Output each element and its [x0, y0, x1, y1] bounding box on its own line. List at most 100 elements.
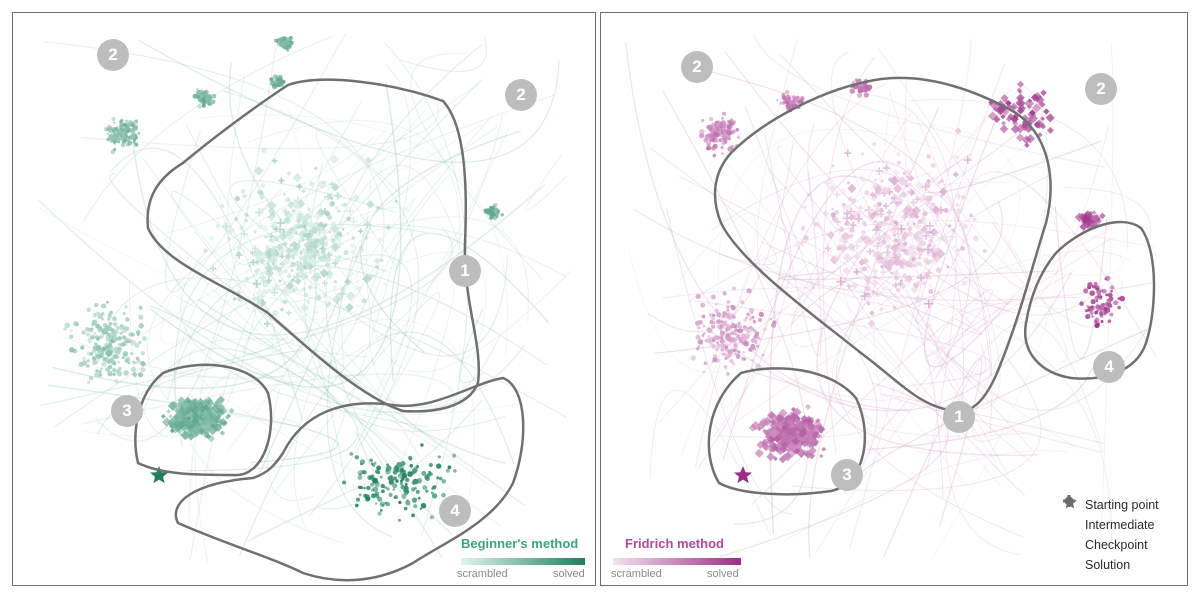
- checkpoint-point: [839, 187, 847, 195]
- trajectory-line: [525, 152, 568, 211]
- intermediate-point: [919, 198, 924, 203]
- checkpoint-point: [902, 206, 912, 216]
- trajectory-line: [399, 36, 487, 72]
- intermediate-point: [400, 468, 404, 472]
- intermediate-point: [135, 356, 140, 361]
- intermediate-point: [281, 40, 288, 46]
- intermediate-point: [272, 309, 279, 316]
- intermediate-point: [721, 352, 725, 356]
- intermediate-point: [322, 235, 328, 241]
- intermediate-point: [405, 477, 410, 483]
- intermediate-point: [125, 317, 130, 322]
- trajectory-line: [930, 302, 1106, 449]
- intermediate-point: [711, 343, 717, 349]
- checkpoint-point: [219, 430, 226, 436]
- intermediate-point: [883, 216, 889, 222]
- intermediate-point: [113, 121, 116, 124]
- intermediate-point: [415, 465, 419, 469]
- intermediate-point: [199, 93, 204, 99]
- checkpoint-point: [255, 267, 262, 273]
- intermediate-point: [1105, 293, 1109, 297]
- intermediate-point: [358, 485, 362, 489]
- intermediate-point: [905, 175, 909, 178]
- intermediate-point: [873, 275, 877, 279]
- checkpoint-point: [864, 276, 870, 283]
- intermediate-point: [754, 331, 760, 336]
- intermediate-point: [904, 279, 908, 283]
- intermediate-point: [290, 261, 296, 268]
- region-1-badge: 1: [943, 401, 975, 433]
- solution-point: [150, 466, 168, 483]
- intermediate-point: [745, 316, 748, 320]
- intermediate-point: [314, 249, 320, 254]
- trajectory-line: [360, 130, 521, 353]
- intermediate-point: [329, 201, 335, 207]
- region-3-badge: 3: [111, 395, 143, 427]
- intermediate-point: [380, 258, 384, 262]
- intermediate-point: [872, 183, 878, 189]
- intermediate-point: [750, 326, 754, 331]
- checkpoint-point: [867, 319, 876, 328]
- checkpoint-point: [196, 405, 204, 413]
- intermediate-point: [124, 305, 128, 309]
- intermediate-point: [329, 274, 334, 279]
- intermediate-point: [1106, 299, 1109, 302]
- checkpoint-point: [885, 243, 892, 250]
- intermediate-point: [707, 327, 713, 334]
- intermediate-point: [328, 301, 331, 305]
- trajectory-line: [81, 110, 312, 437]
- checkpoint-point: [329, 154, 339, 164]
- intermediate-point: [244, 212, 249, 218]
- intermediate-point: [740, 300, 745, 305]
- checkpoint-point: [385, 224, 391, 231]
- checkpoint-point: [227, 226, 235, 235]
- intermediate-point: [100, 350, 103, 354]
- trajectory-line: [625, 42, 910, 412]
- intermediate-point: [864, 190, 870, 196]
- intermediate-point: [717, 138, 721, 142]
- intermediate-point: [856, 237, 863, 243]
- checkpoint-point: [770, 427, 780, 438]
- intermediate-point: [893, 238, 898, 243]
- region-2-badge-b: 2: [505, 79, 537, 111]
- intermediate-point: [111, 117, 116, 121]
- checkpoint-point: [1001, 120, 1007, 126]
- intermediate-point: [113, 335, 117, 339]
- intermediate-point: [203, 248, 208, 253]
- intermediate-point: [732, 286, 737, 291]
- intermediate-point: [747, 312, 750, 316]
- intermediate-point: [82, 356, 86, 361]
- checkpoint-point: [1024, 142, 1030, 148]
- intermediate-point: [317, 253, 321, 257]
- intermediate-point: [280, 307, 284, 312]
- checkpoint-point: [168, 414, 173, 419]
- intermediate-point: [299, 255, 305, 261]
- checkpoint-point: [345, 291, 356, 301]
- checkpoint-point: [881, 186, 891, 196]
- intermediate-point: [120, 118, 124, 123]
- intermediate-point: [357, 475, 363, 480]
- intermediate-point: [403, 485, 409, 491]
- intermediate-point: [127, 135, 131, 140]
- intermediate-point: [385, 469, 389, 472]
- intermediate-point: [114, 354, 119, 360]
- intermediate-point: [701, 118, 705, 123]
- intermediate-point: [91, 356, 97, 361]
- trajectory-line: [647, 142, 794, 333]
- intermediate-point: [294, 231, 298, 235]
- intermediate-point: [411, 497, 418, 503]
- trajectory-line: [194, 372, 446, 563]
- trajectory-line: [272, 292, 441, 496]
- trajectory-line: [791, 276, 944, 498]
- intermediate-point: [703, 332, 706, 335]
- trajectory-line: [710, 169, 964, 428]
- trajectory-line: [880, 393, 1104, 453]
- checkpoint-point: [285, 247, 294, 255]
- intermediate-point: [969, 213, 973, 217]
- intermediate-point: [716, 341, 719, 344]
- intermediate-point: [485, 208, 492, 214]
- intermediate-point: [93, 332, 97, 335]
- intermediate-point: [1096, 309, 1099, 312]
- trajectory-line: [891, 122, 1020, 408]
- checkpoint-point: [900, 191, 908, 199]
